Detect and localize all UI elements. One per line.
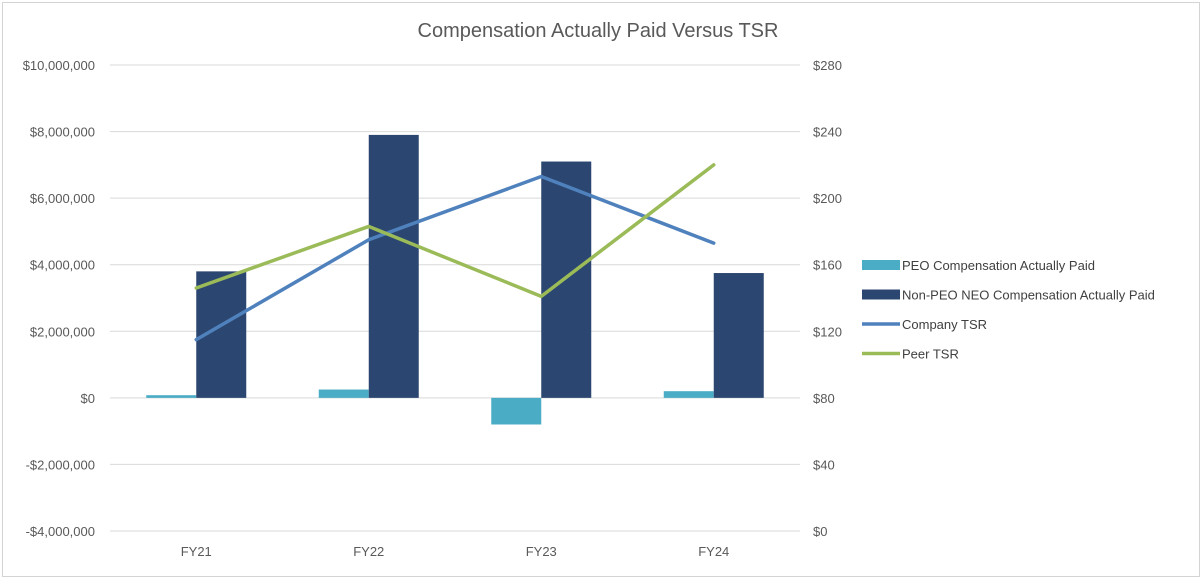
left-tick-label: -$2,000,000 — [26, 457, 95, 472]
bar-peo-compensation-actually-paid-fy21 — [146, 395, 197, 398]
legend-label-peo-compensation-actually-paid: PEO Compensation Actually Paid — [902, 258, 1095, 273]
right-tick-label: $160 — [813, 258, 842, 273]
legend-label-non-peo-neo-compensation-actually-paid: Non-PEO NEO Compensation Actually Paid — [902, 288, 1155, 303]
chart-title: Compensation Actually Paid Versus TSR — [418, 20, 779, 42]
x-tick-label: FY24 — [698, 544, 729, 559]
x-tick-label: FY23 — [526, 544, 557, 559]
right-tick-label: $80 — [813, 391, 835, 406]
right-tick-label: $280 — [813, 58, 842, 73]
left-tick-label: $10,000,000 — [23, 58, 95, 73]
line-peer-tsr — [194, 163, 716, 299]
legend: PEO Compensation Actually Paid Non-PEO NE… — [862, 258, 1155, 362]
legend-swatch-non-peo-neo-compensation-actually-paid — [862, 289, 900, 300]
left-tick-label: $4,000,000 — [30, 258, 95, 273]
bar-peo-compensation-actually-paid-fy23 — [491, 397, 542, 425]
bar-peo-compensation-actually-paid-fy24 — [663, 391, 714, 398]
right-tick-label: $240 — [813, 125, 842, 140]
right-axis: $280 $240 $200 $160 $120 $80 $40 $0 — [813, 58, 842, 539]
legend-label-company-tsr: Company TSR — [902, 317, 987, 332]
lines — [194, 163, 716, 342]
x-tick-label: FY22 — [353, 544, 384, 559]
bar-non-peo-neo-compensation-actually-paid-fy22 — [368, 134, 419, 398]
right-tick-label: $0 — [813, 524, 827, 539]
line-company-tsr — [194, 174, 716, 342]
legend-swatch-peo-compensation-actually-paid — [862, 260, 900, 270]
bars — [146, 134, 764, 425]
left-tick-label: -$4,000,000 — [26, 524, 95, 539]
left-axis: $10,000,000 $8,000,000 $6,000,000 $4,000,00… — [23, 58, 95, 539]
right-tick-label: $40 — [813, 457, 835, 472]
left-tick-label: $8,000,000 — [30, 125, 95, 140]
legend-label-peer-tsr: Peer TSR — [902, 347, 959, 362]
left-tick-label: $6,000,000 — [30, 191, 95, 206]
bar-non-peo-neo-compensation-actually-paid-fy23 — [541, 161, 592, 398]
right-tick-label: $120 — [813, 324, 842, 339]
bar-non-peo-neo-compensation-actually-paid-fy24 — [713, 273, 764, 398]
left-tick-label: $0 — [81, 391, 95, 406]
bar-peo-compensation-actually-paid-fy22 — [318, 389, 369, 398]
x-axis: FY21 FY22 FY23 FY24 — [181, 544, 730, 559]
x-tick-label: FY21 — [181, 544, 212, 559]
left-tick-label: $2,000,000 — [30, 324, 95, 339]
right-tick-label: $200 — [813, 191, 842, 206]
